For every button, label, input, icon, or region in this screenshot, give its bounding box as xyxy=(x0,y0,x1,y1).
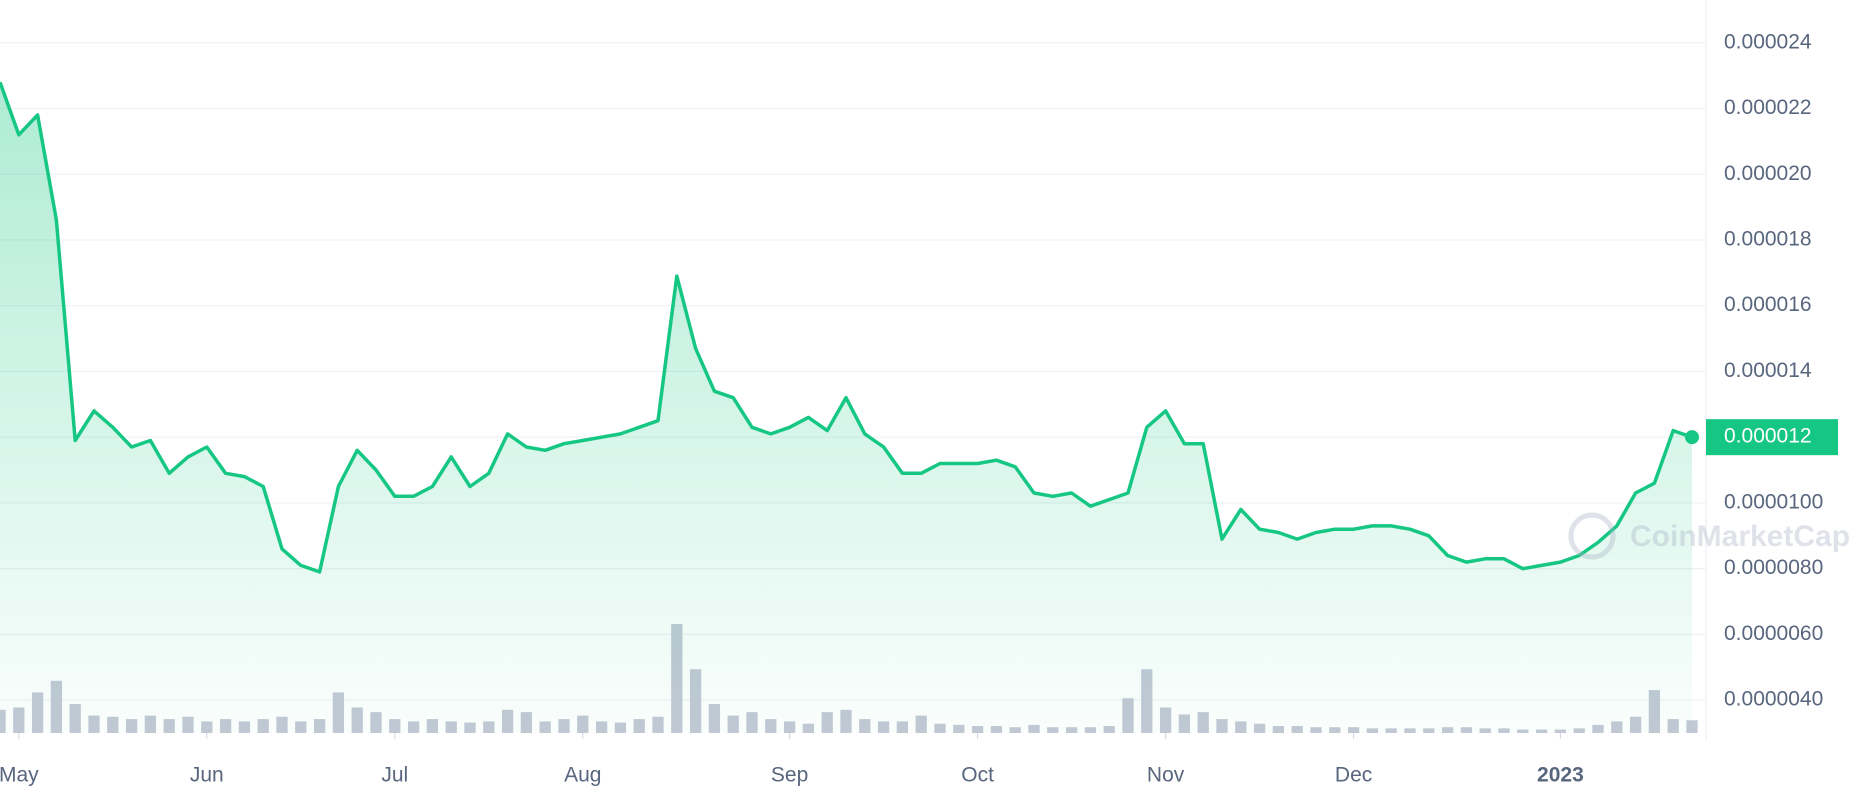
price-area xyxy=(0,82,1692,733)
watermark-logo xyxy=(1568,512,1616,560)
y-tick-label: 0.0000040 xyxy=(1724,688,1823,711)
y-tick-label: 0.000016 xyxy=(1724,293,1812,316)
watermark: CoinMarketCap xyxy=(1568,512,1850,560)
y-tick-label: 0.000022 xyxy=(1724,96,1812,119)
x-tick-label: May xyxy=(0,764,39,787)
x-tick-label: Jun xyxy=(190,764,224,787)
last-point xyxy=(1685,430,1699,445)
y-tick-label: 0.0000060 xyxy=(1724,622,1823,645)
price-line xyxy=(0,81,1693,574)
x-tick-label: Sep xyxy=(771,764,808,787)
x-tick-label: Dec xyxy=(1335,764,1372,787)
y-tick-label: 0.000020 xyxy=(1724,162,1812,185)
y-tick-label: 0.000018 xyxy=(1724,227,1812,250)
y-tick-label: 0.0000100 xyxy=(1724,490,1823,513)
x-tick-label: Jul xyxy=(381,764,408,787)
x-tick-label: Aug xyxy=(564,764,601,787)
price-tag xyxy=(1706,419,1838,456)
watermark-text: CoinMarketCap xyxy=(1630,520,1850,553)
y-tick-label: 0.000014 xyxy=(1724,359,1812,382)
x-tick-label: 2023 xyxy=(1537,764,1584,787)
y-tick-label: 0.0000080 xyxy=(1724,556,1823,579)
price-tag-label: 0.000012 xyxy=(1724,425,1812,448)
x-tick-label: Oct xyxy=(961,764,994,787)
y-tick-label: 0.000024 xyxy=(1724,30,1812,53)
x-tick-label: Nov xyxy=(1147,764,1185,787)
